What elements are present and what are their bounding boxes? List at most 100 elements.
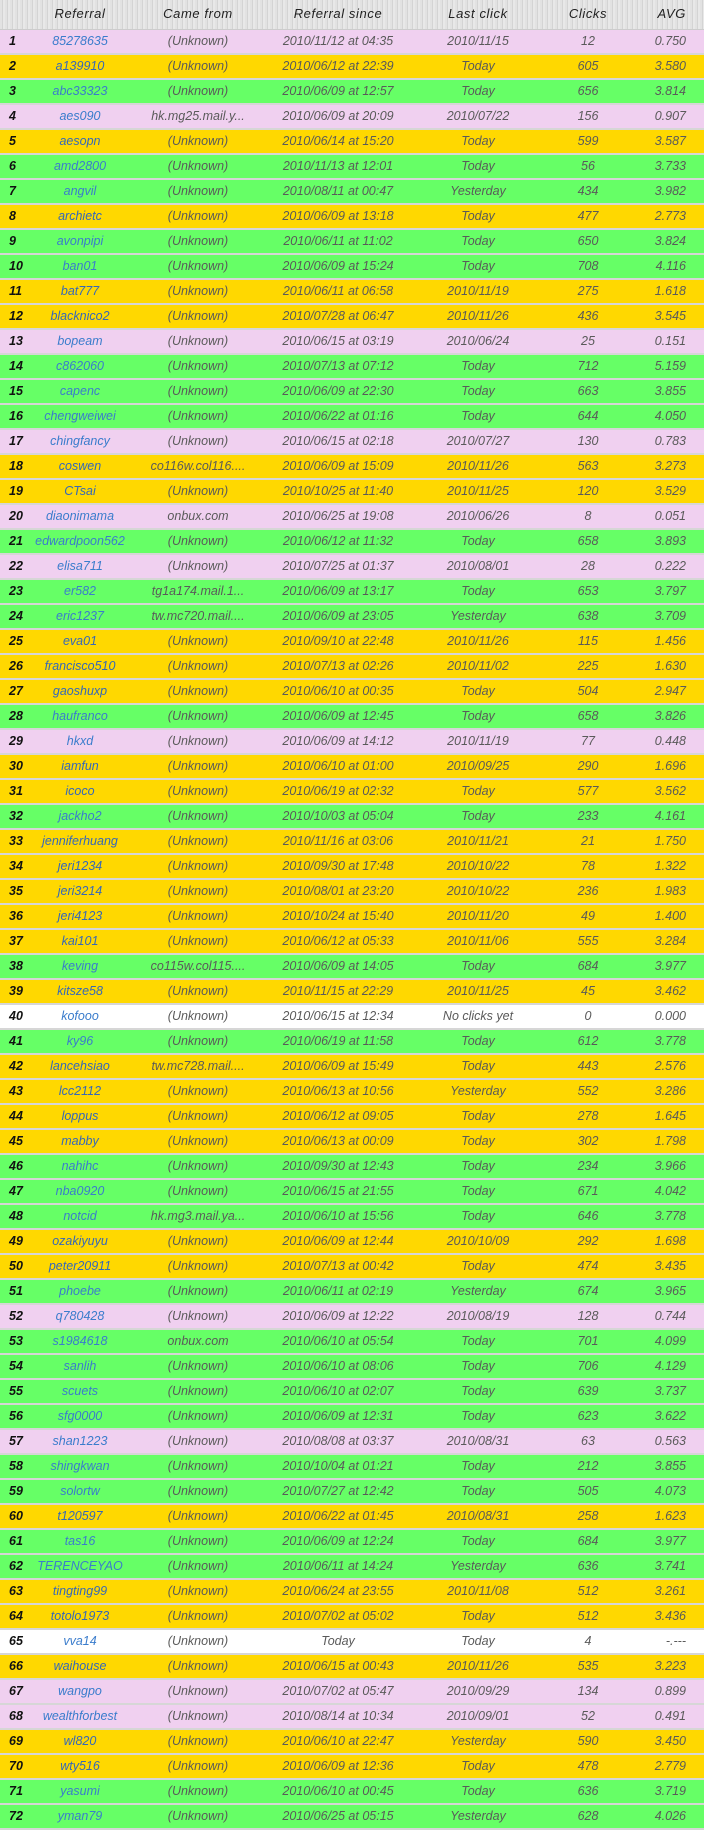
- referral-link[interactable]: ky96: [66, 1034, 94, 1048]
- referral-link[interactable]: TERENCEYAO: [37, 1559, 123, 1573]
- referral-link[interactable]: CTsai: [64, 484, 96, 498]
- row-number: 11: [9, 284, 22, 298]
- table-header: Referral Came from Referral since Last c…: [0, 0, 704, 30]
- referral-link[interactable]: kai101: [61, 934, 99, 948]
- referral-link[interactable]: jeri3214: [57, 884, 103, 898]
- referral-link[interactable]: coswen: [58, 459, 102, 473]
- referral-link[interactable]: q780428: [55, 1309, 105, 1323]
- referral-link[interactable]: kitsze58: [57, 984, 103, 998]
- clicks: 156: [577, 109, 599, 123]
- avg: 3.966: [654, 1159, 686, 1173]
- referral-link[interactable]: nba0920: [55, 1184, 105, 1198]
- referral-link[interactable]: phoebe: [59, 1284, 101, 1298]
- referral-link[interactable]: tas16: [64, 1534, 96, 1548]
- referral-link[interactable]: sanlih: [63, 1359, 97, 1373]
- referral-link[interactable]: francisco510: [44, 659, 116, 673]
- row-number: 68: [9, 1709, 23, 1723]
- referral-link[interactable]: blacknico2: [50, 309, 110, 323]
- last-click: Today: [461, 809, 495, 823]
- referral-link[interactable]: lancehsiao: [50, 1059, 110, 1073]
- referral-link[interactable]: totolo1973: [50, 1609, 110, 1623]
- header-last-click[interactable]: Last click: [448, 6, 508, 21]
- referral-link[interactable]: diaonimama: [45, 509, 115, 523]
- referral-link[interactable]: loppus: [61, 1109, 99, 1123]
- referral-link[interactable]: wty516: [60, 1759, 100, 1773]
- referral-link[interactable]: jackho2: [58, 809, 102, 823]
- referral-link[interactable]: iamfun: [61, 759, 99, 773]
- table-row: 13 bopeam (Unknown) 2010/06/15 at 03:19 2010…: [0, 330, 704, 355]
- referral-link[interactable]: yman79: [57, 1809, 103, 1823]
- referral-link[interactable]: capenc: [59, 384, 101, 398]
- clicks: 130: [577, 434, 599, 448]
- referral-link[interactable]: wealthforbest: [42, 1709, 118, 1723]
- referral-link[interactable]: bopeam: [57, 334, 103, 348]
- table-row: 65 vva14 (Unknown) Today Today 4 -.---: [0, 1630, 704, 1655]
- came-from: (Unknown): [167, 1084, 229, 1098]
- referral-link[interactable]: hkxd: [66, 734, 94, 748]
- referral-link[interactable]: jenniferhuang: [42, 834, 118, 848]
- referral-link[interactable]: kofooo: [61, 1009, 99, 1023]
- table-row: 60 t120597 (Unknown) 2010/06/22 at 01:45 201…: [0, 1505, 704, 1530]
- referral-link[interactable]: vva14: [63, 1634, 97, 1648]
- referral-link[interactable]: amd2800: [53, 159, 107, 173]
- referral-link[interactable]: solortw: [60, 1484, 100, 1498]
- referral-link[interactable]: eric1237: [56, 609, 104, 623]
- referral-link[interactable]: wl820: [63, 1734, 97, 1748]
- header-referral[interactable]: Referral: [54, 6, 106, 21]
- header-avg[interactable]: AVG: [657, 6, 686, 21]
- referral-link[interactable]: gaoshuxp: [52, 684, 108, 698]
- referral-link[interactable]: a139910: [55, 59, 105, 73]
- referral-link[interactable]: jeri1234: [57, 859, 103, 873]
- header-came-from[interactable]: Came from: [163, 6, 233, 21]
- referral-link[interactable]: chengweiwei: [44, 409, 116, 423]
- last-click: Today: [461, 959, 495, 973]
- referral-link[interactable]: c862060: [56, 359, 104, 373]
- referral-link[interactable]: scuets: [61, 1384, 99, 1398]
- referral-link[interactable]: elisa711: [57, 559, 103, 573]
- avg: 3.462: [654, 984, 686, 998]
- referral-link[interactable]: peter20911: [48, 1259, 112, 1273]
- referral-link[interactable]: eva01: [62, 634, 98, 648]
- referral-link[interactable]: archietc: [58, 209, 102, 223]
- header-clicks[interactable]: Clicks: [568, 6, 608, 21]
- referral-link[interactable]: sfg0000: [57, 1409, 103, 1423]
- referral-link[interactable]: avonpipi: [56, 234, 104, 248]
- referral-link[interactable]: jeri4123: [57, 909, 103, 923]
- referral-link[interactable]: ozakiyuyu: [52, 1234, 108, 1248]
- referral-link[interactable]: chingfancy: [50, 434, 110, 448]
- referral-link[interactable]: mabby: [61, 1134, 99, 1148]
- referral-link[interactable]: er582: [64, 584, 96, 598]
- referral-link[interactable]: bat777: [60, 284, 100, 298]
- referral-link[interactable]: notcid: [63, 1209, 97, 1223]
- referral-since: 2010/06/12 at 22:39: [282, 59, 394, 73]
- header-referral-since[interactable]: Referral since: [293, 6, 383, 21]
- referral-link[interactable]: wangpo: [58, 1684, 102, 1698]
- clicks: 233: [577, 809, 599, 823]
- came-from: (Unknown): [167, 709, 229, 723]
- referral-link[interactable]: aes090: [59, 109, 101, 123]
- referral-link[interactable]: edwardpoon562: [35, 534, 125, 548]
- referral-link[interactable]: t120597: [57, 1509, 103, 1523]
- referral-link[interactable]: shan1223: [52, 1434, 108, 1448]
- referral-link[interactable]: haufranco: [52, 709, 108, 723]
- referral-link[interactable]: abc33323: [52, 84, 108, 98]
- table-body: 1 85278635 (Unknown) 2010/11/12 at 04:35 201…: [0, 30, 704, 1830]
- referral-link[interactable]: tingting99: [52, 1584, 108, 1598]
- referral-link[interactable]: yasumi: [60, 1784, 100, 1798]
- referral-link[interactable]: angvil: [63, 184, 97, 198]
- avg: 3.622: [654, 1409, 686, 1423]
- avg: 3.450: [654, 1734, 686, 1748]
- referral-link[interactable]: aesopn: [59, 134, 101, 148]
- referral-link[interactable]: ban01: [62, 259, 98, 273]
- referral-link[interactable]: 85278635: [52, 34, 108, 48]
- referral-link[interactable]: lcc2112: [58, 1084, 102, 1098]
- row-number: 7: [9, 184, 16, 198]
- referral-link[interactable]: icoco: [65, 784, 95, 798]
- referral-link[interactable]: nahihc: [61, 1159, 99, 1173]
- referral-link[interactable]: keving: [61, 959, 99, 973]
- referral-link[interactable]: waihouse: [53, 1659, 107, 1673]
- came-from: (Unknown): [167, 534, 229, 548]
- referral-link[interactable]: shingkwan: [50, 1459, 110, 1473]
- referral-link[interactable]: s1984618: [52, 1334, 108, 1348]
- came-from: (Unknown): [167, 384, 229, 398]
